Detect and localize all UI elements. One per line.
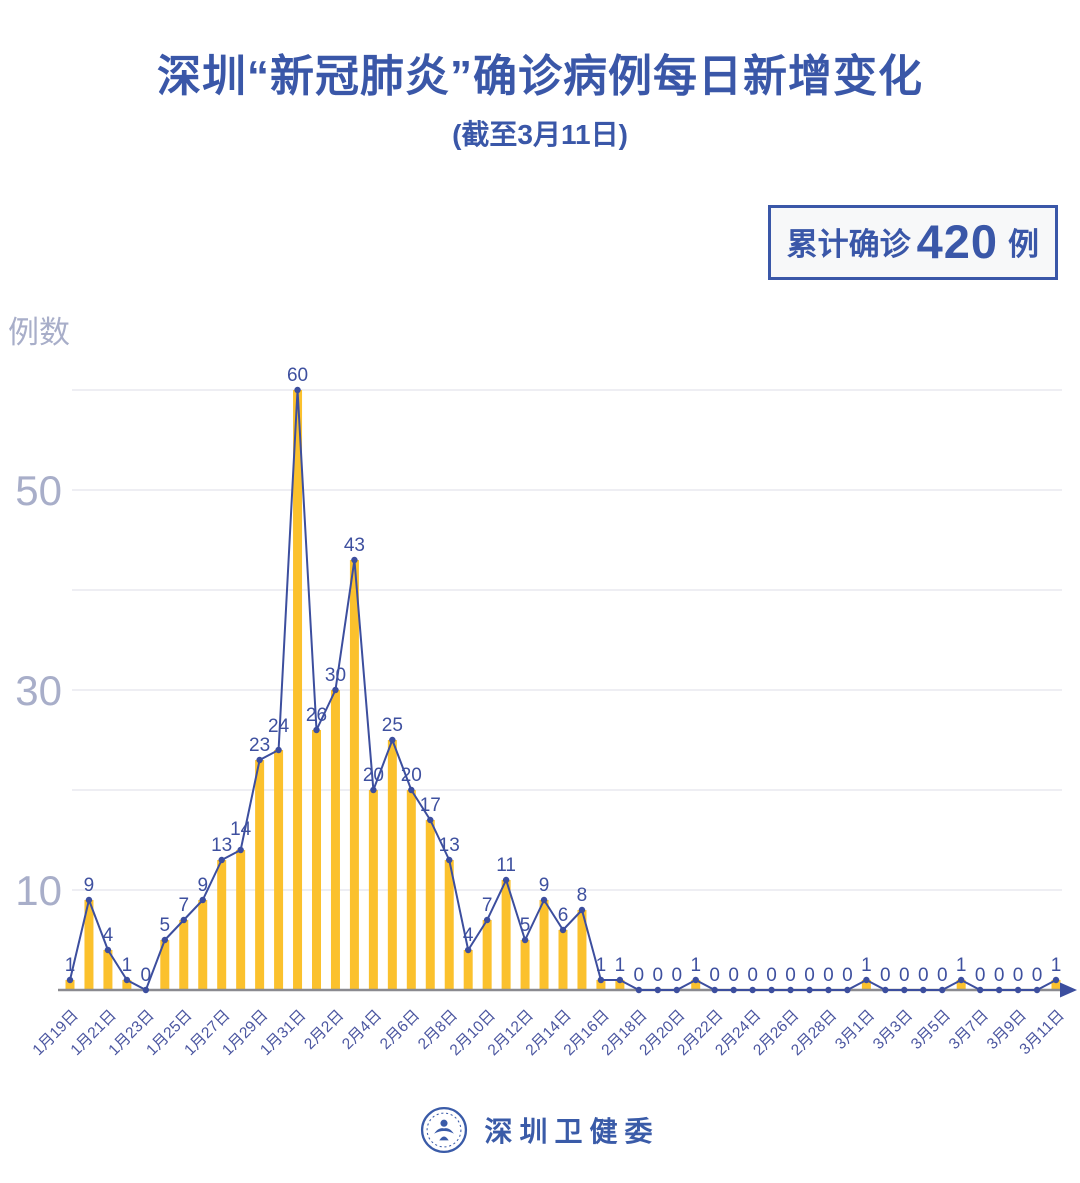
svg-text:6: 6	[558, 905, 569, 926]
szhc-logo-icon	[421, 1106, 468, 1154]
svg-text:3月7日: 3月7日	[946, 1007, 992, 1053]
svg-text:9: 9	[197, 875, 208, 896]
footer-logo-text: 深圳卫健委	[484, 1116, 660, 1147]
svg-text:0: 0	[1032, 965, 1043, 986]
svg-text:3月3日: 3月3日	[870, 1007, 916, 1053]
svg-text:14: 14	[230, 819, 252, 840]
svg-text:2月6日: 2月6日	[377, 1007, 423, 1053]
svg-text:0: 0	[766, 965, 777, 986]
svg-text:1: 1	[690, 955, 701, 976]
badge-unit: 例	[1008, 227, 1039, 262]
svg-text:0: 0	[747, 965, 758, 986]
svg-text:9: 9	[84, 875, 95, 896]
badge-value: 420	[916, 215, 998, 268]
badge-label: 累计确诊	[786, 227, 911, 262]
svg-text:23: 23	[249, 735, 270, 756]
svg-text:9: 9	[539, 875, 550, 896]
svg-text:1: 1	[956, 955, 967, 976]
svg-text:1: 1	[122, 955, 133, 976]
svg-text:17: 17	[420, 795, 441, 816]
svg-text:0: 0	[918, 965, 929, 986]
svg-text:0: 0	[880, 965, 891, 986]
x-axis-labels: 1月19日1月21日1月23日1月25日1月27日1月29日1月31日2月2日2…	[30, 1007, 1068, 1059]
svg-text:13: 13	[439, 835, 460, 856]
svg-text:25: 25	[382, 715, 403, 736]
svg-text:0: 0	[141, 965, 152, 986]
svg-text:0: 0	[671, 965, 682, 986]
svg-text:60: 60	[287, 365, 308, 386]
svg-text:0: 0	[653, 965, 664, 986]
svg-text:30: 30	[15, 667, 62, 714]
svg-text:1: 1	[615, 955, 626, 976]
footer: 深圳卫健委	[0, 1106, 1080, 1154]
svg-text:43: 43	[344, 535, 365, 556]
svg-text:1: 1	[1051, 955, 1062, 976]
svg-text:7: 7	[482, 895, 493, 916]
svg-text:11: 11	[496, 855, 516, 876]
y-axis-title: 例数	[8, 315, 70, 350]
svg-text:0: 0	[634, 965, 645, 986]
svg-text:30: 30	[325, 665, 346, 686]
gridlines	[72, 389, 1062, 891]
svg-text:20: 20	[401, 765, 422, 786]
svg-text:0: 0	[823, 965, 834, 986]
svg-text:20: 20	[363, 765, 384, 786]
page-title: 深圳“新冠肺炎”确诊病例每日新增变化	[157, 52, 923, 101]
svg-text:0: 0	[899, 965, 910, 986]
cumulative-total-badge: 累计确诊 420 例	[767, 205, 1058, 280]
svg-text:50: 50	[15, 467, 62, 514]
svg-text:24: 24	[268, 716, 290, 737]
point-markers	[66, 386, 1060, 994]
x-axis-arrow-icon	[1060, 982, 1077, 998]
svg-text:26: 26	[306, 705, 327, 726]
svg-text:4: 4	[463, 925, 474, 946]
svg-text:0: 0	[709, 965, 720, 986]
svg-text:0: 0	[804, 965, 815, 986]
svg-text:13: 13	[211, 835, 232, 856]
svg-text:7: 7	[178, 895, 189, 916]
svg-text:2月4日: 2月4日	[339, 1007, 385, 1053]
page-subtitle: (截至3月11日)	[452, 118, 628, 150]
svg-text:0: 0	[785, 965, 796, 986]
svg-text:0: 0	[1013, 965, 1024, 986]
svg-text:1: 1	[861, 955, 872, 976]
header: 深圳“新冠肺炎”确诊病例每日新增变化 (截至3月11日)	[0, 0, 1080, 153]
svg-text:10: 10	[15, 867, 62, 914]
svg-text:0: 0	[728, 965, 739, 986]
svg-text:0: 0	[842, 965, 853, 986]
svg-text:3月5日: 3月5日	[908, 1007, 954, 1053]
svg-text:0: 0	[937, 965, 948, 986]
svg-text:8: 8	[577, 885, 588, 906]
svg-text:5: 5	[520, 915, 531, 936]
svg-text:1: 1	[65, 955, 76, 976]
svg-text:3月1日: 3月1日	[832, 1007, 878, 1053]
svg-text:0: 0	[994, 965, 1005, 986]
svg-text:1: 1	[596, 955, 607, 976]
svg-text:5: 5	[160, 915, 171, 936]
svg-text:4: 4	[103, 925, 114, 946]
y-tick-labels: 10 30 50	[15, 467, 62, 914]
svg-text:0: 0	[975, 965, 986, 986]
bars	[65, 390, 1061, 990]
svg-text:2月2日: 2月2日	[301, 1007, 347, 1053]
